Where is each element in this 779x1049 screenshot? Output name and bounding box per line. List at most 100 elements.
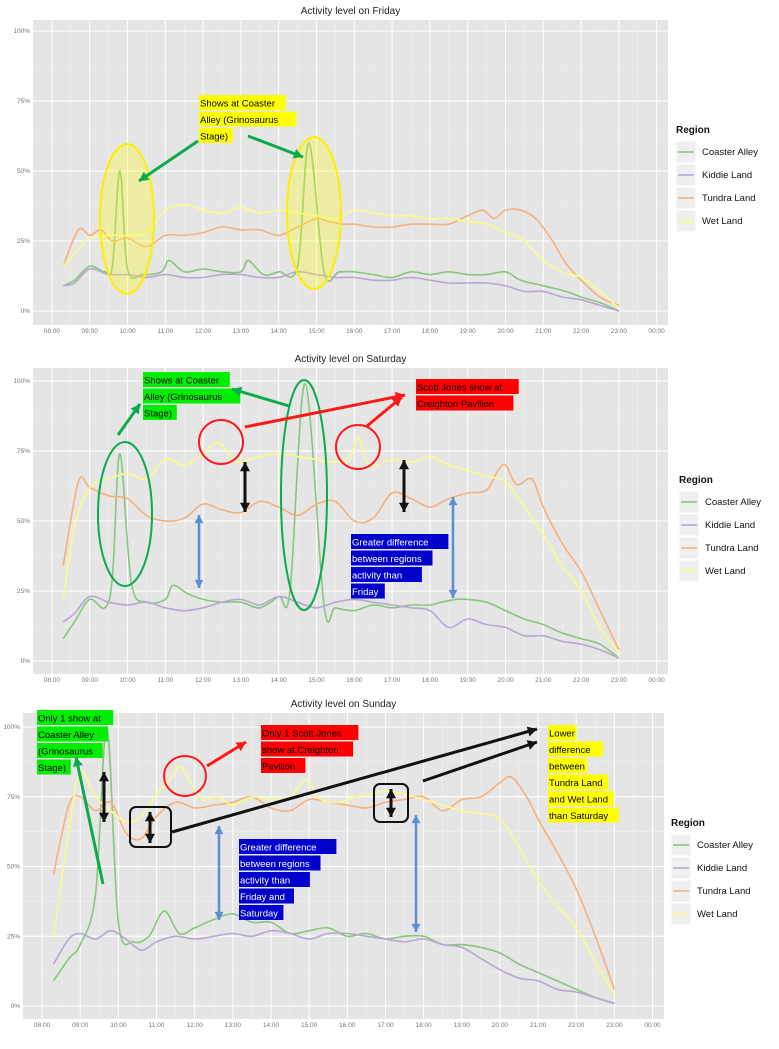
arrow-shaft <box>138 139 199 183</box>
legend-item: Coaster Alley <box>697 840 753 851</box>
annotation-text: (Grinosaurus <box>38 747 93 758</box>
annotation-text: Coaster Alley <box>38 730 94 741</box>
annotation-ellipse <box>163 755 207 797</box>
annotation-text: activity than <box>240 876 290 887</box>
x-tick-label: 16:00 <box>346 677 363 684</box>
arrow-head <box>292 149 303 159</box>
annotation-text: Alley (Grinosaurus <box>200 115 278 126</box>
annotation-highlight <box>548 741 603 757</box>
legend-item: Coaster Alley <box>702 147 758 158</box>
annotation-highlight <box>548 758 588 773</box>
annotation-highlight <box>239 839 337 854</box>
legend-item: Kiddie Land <box>705 520 755 531</box>
y-tick-label: 75% <box>7 794 20 801</box>
x-tick-label: 15:00 <box>308 677 325 684</box>
annotation-label: Greater difference between regions activit… <box>351 534 449 599</box>
annotation-arrow <box>194 515 204 588</box>
series-line-tundra-land <box>62 208 620 307</box>
annotation-arrow <box>448 497 458 598</box>
x-tick-label: 19:00 <box>460 677 477 684</box>
annotation-arrow <box>422 740 538 783</box>
x-tick-label: 14:00 <box>263 1022 280 1029</box>
series-line-tundra-land <box>62 463 620 651</box>
annotation-text: activity than <box>352 571 402 582</box>
x-tick-label: 12:00 <box>195 677 212 684</box>
annotation-arrow <box>366 395 403 428</box>
arrow-head <box>385 789 397 799</box>
annotation-text: Pavilion <box>262 762 295 773</box>
y-tick-label: 25% <box>7 933 20 940</box>
x-tick-label: 12:00 <box>195 328 212 335</box>
x-tick-label: 08:00 <box>34 1022 51 1029</box>
arrow-shaft <box>422 740 538 783</box>
arrow-head <box>214 911 224 920</box>
annotation-text: Alley (Grinosaurus <box>144 392 222 403</box>
annotation-text: between regions <box>352 554 422 565</box>
legend-item: Wet Land <box>705 566 746 577</box>
annotation-highlight <box>351 583 385 599</box>
x-tick-label: 23:00 <box>611 677 628 684</box>
annotation-text: Saturday <box>240 909 278 920</box>
arrow-head <box>232 386 243 397</box>
x-tick-label: 19:00 <box>454 1022 471 1029</box>
legend-item: Tundra Land <box>702 193 756 204</box>
arrow-shaft <box>247 134 304 159</box>
series-line-kiddie-land <box>52 929 615 1004</box>
x-tick-label: 20:00 <box>497 328 514 335</box>
arrow-head <box>130 404 140 415</box>
arrow-shaft <box>74 756 105 885</box>
legend: Region Coaster Alley Kiddie Land Tundra Lan… <box>675 125 758 233</box>
annotation-arrow <box>247 134 304 159</box>
annotation-text: Shows at Coaster <box>144 376 219 387</box>
x-tick-label: 13:00 <box>225 1022 242 1029</box>
x-tick-label: 17:00 <box>377 1022 394 1029</box>
annotation-highlight <box>351 567 422 582</box>
annotation-arrow <box>138 139 199 183</box>
arrow-head <box>526 726 537 737</box>
annotation-highlight <box>239 872 310 887</box>
y-tick-label: 25% <box>17 588 30 595</box>
x-tick-label: 21:00 <box>535 328 552 335</box>
annotation-highlight <box>239 855 321 871</box>
x-tick-label: 00:00 <box>644 1022 661 1029</box>
annotation-arrow <box>239 462 251 512</box>
annotation-ellipse <box>335 424 381 470</box>
x-tick-label: 14:00 <box>271 328 288 335</box>
legend-item: Coaster Alley <box>705 497 761 508</box>
annotation-text: difference <box>549 745 591 756</box>
annotation-highlight <box>261 741 354 757</box>
x-tick-label: 08:00 <box>44 677 61 684</box>
arrow-head <box>448 497 458 506</box>
annotation-arrow <box>72 756 105 885</box>
annotation-text: Lower <box>549 729 575 740</box>
x-tick-label: 10:00 <box>119 677 136 684</box>
annotation-highlight <box>548 807 619 823</box>
annotation-highlight <box>143 372 230 387</box>
annotation-text: between regions <box>240 859 310 870</box>
x-tick-label: 19:00 <box>460 328 477 335</box>
y-tick-label: 50% <box>17 518 30 525</box>
annotation-arrow <box>398 460 410 512</box>
annotation-highlight <box>416 379 519 394</box>
annotation-highlight <box>239 888 294 904</box>
chart-2: Activity level on Sunday 0% 25% 50% 75% 100% 0… <box>3 699 753 1029</box>
arrow-head <box>194 515 204 524</box>
x-tick-label: 11:00 <box>157 677 173 684</box>
legend-item: Tundra Land <box>697 886 751 897</box>
annotation-text: Scott Jones show at <box>417 383 502 394</box>
y-tick-label: 25% <box>17 238 30 245</box>
x-tick-label: 13:00 <box>233 328 250 335</box>
arrow-head <box>526 740 537 750</box>
x-tick-label: 10:00 <box>110 1022 127 1029</box>
annotation-highlight <box>351 550 433 566</box>
arrow-shaft <box>171 727 538 834</box>
arrow-head <box>239 462 251 472</box>
arrow-head <box>448 589 458 598</box>
arrow-shaft <box>231 387 290 408</box>
arrow-head <box>398 502 410 512</box>
annotation-text: Stage) <box>200 132 228 143</box>
x-tick-label: 18:00 <box>422 328 439 335</box>
arrow-head <box>239 502 251 512</box>
annotation-text: Creighton Pavilion <box>417 399 494 410</box>
